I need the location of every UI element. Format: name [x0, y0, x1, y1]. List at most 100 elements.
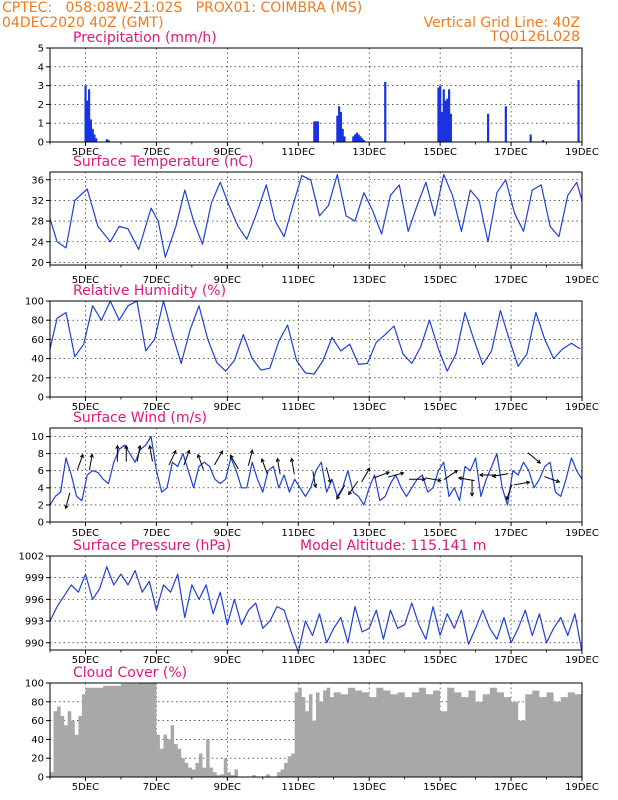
precip-bar	[339, 111, 343, 142]
series-line	[49, 300, 581, 375]
wind-arrow-head	[491, 473, 497, 478]
panel-frame	[49, 300, 583, 398]
y-tick-label: 100	[25, 297, 44, 308]
x-tick-label: 11DEC	[281, 528, 315, 539]
panel-subtitle: Model Altitude: 115.141 m	[300, 538, 486, 554]
wind-arrow-head	[186, 449, 191, 454]
wind-arrow-shaft	[229, 455, 239, 470]
precip-bar	[86, 100, 89, 142]
wind-arrow-head	[536, 459, 542, 464]
panel-title: Surface Wind (m/s)	[73, 410, 207, 426]
wind-arrow	[115, 444, 120, 462]
x-tick-label: 13DEC	[352, 782, 386, 793]
precip-bar	[336, 115, 339, 142]
precip-bar	[91, 128, 94, 142]
wind-arrow-head	[64, 504, 69, 510]
wind-arrow-shaft	[88, 454, 93, 471]
wind-arrow	[387, 471, 405, 478]
precip-bar	[315, 121, 318, 142]
x-tick-label: 7DEC	[143, 528, 170, 539]
precip-bar	[341, 128, 344, 142]
y-tick-label: 5	[38, 44, 44, 55]
wind-arrow-shaft	[425, 477, 442, 482]
wind-arrow-head	[469, 492, 475, 497]
precip-bar	[343, 136, 346, 142]
x-tick-label: 15DEC	[423, 782, 457, 793]
panel-6: Cloud Cover (%) 5DEC 7DEC 9DEC 11DEC 13DEC 15D…	[25, 665, 599, 793]
wind-arrow-head	[137, 444, 142, 450]
x-tick-label: 7DEC	[143, 275, 170, 286]
y-tick-label: 100	[25, 679, 44, 690]
panel-3: Relative Humidity (%) 5DEC 7DEC 9DEC 11DEC 13…	[25, 283, 599, 413]
wind-arrow-shaft	[325, 467, 331, 483]
precip-bar	[437, 87, 440, 142]
wind-arrow	[348, 480, 359, 496]
x-tick-label: 7DEC	[143, 782, 170, 793]
wind-arrow-shaft	[492, 473, 509, 477]
x-tick-label: 19DEC	[565, 655, 599, 666]
x-tick-label: 15DEC	[423, 655, 457, 666]
precip-bar	[316, 121, 319, 142]
precip-bar	[359, 136, 362, 142]
series-line	[49, 174, 583, 258]
wind-arrow-shaft	[136, 445, 141, 462]
precip-bar	[107, 140, 110, 142]
y-tick-label: 8	[38, 449, 44, 460]
wind-arrow-head	[348, 490, 353, 496]
precip-bar	[446, 98, 449, 142]
x-tick-label: 19DEC	[565, 402, 599, 413]
wind-arrow-head	[275, 457, 280, 463]
y-tick-label: 60	[31, 716, 44, 727]
wind-arrow-shaft	[76, 454, 84, 470]
y-tick-label: 80	[31, 316, 44, 327]
wind-arrow	[361, 467, 371, 483]
precip-bar	[577, 79, 580, 142]
wind-arrow	[289, 457, 295, 475]
header-grid-info: Vertical Grid Line: 40Z	[423, 15, 580, 31]
wind-arrow-head	[229, 454, 234, 459]
wind-arrow	[443, 469, 459, 480]
wind-arrow-head	[327, 479, 332, 484]
precip-bar	[487, 113, 490, 142]
wind-arrow-shaft	[361, 467, 371, 483]
x-tick-label: 7DEC	[143, 655, 170, 666]
wind-arrow-shaft	[348, 480, 359, 495]
wind-arrow-shaft	[291, 458, 295, 475]
panel-frame	[49, 682, 583, 778]
precip-bar	[444, 100, 447, 142]
x-tick-label: 5DEC	[72, 655, 99, 666]
wind-arrow-head	[89, 453, 94, 458]
wind-arrow-head	[313, 483, 318, 489]
y-tick-label: 2	[38, 500, 44, 511]
precip-bar	[313, 121, 316, 142]
x-tick-label: 5DEC	[72, 782, 99, 793]
y-tick-label: 4	[38, 483, 44, 494]
precip-bar	[95, 138, 98, 142]
wind-arrow-head	[115, 444, 120, 449]
wind-arrow-head	[172, 449, 177, 455]
x-tick-label: 17DEC	[494, 275, 528, 286]
wind-arrow-head	[385, 471, 391, 476]
panel-1: Precipitation (mm/h) 5DEC 7DEC 9DEC 11DEC 13D…	[38, 30, 599, 158]
x-tick-label: 11DEC	[281, 402, 315, 413]
y-tick-label: 0	[38, 393, 44, 404]
y-tick-label: 36	[31, 175, 44, 186]
x-tick-label: 9DEC	[214, 528, 241, 539]
x-tick-label: 17DEC	[494, 655, 528, 666]
x-tick-label: 5DEC	[72, 402, 99, 413]
wind-arrow-head	[366, 467, 371, 472]
y-tick-label: 0	[38, 518, 44, 529]
x-tick-label: 19DEC	[565, 782, 599, 793]
wind-arrow	[336, 484, 346, 500]
wind-arrow-head	[478, 472, 484, 478]
x-tick-label: 15DEC	[423, 528, 457, 539]
header-run-date: 04DEC2020 40Z (GMT)	[2, 15, 164, 31]
wind-arrow-head	[289, 457, 295, 463]
wind-arrow	[425, 477, 442, 483]
precip-bar	[361, 138, 364, 142]
y-tick-label: 990	[25, 638, 44, 649]
wind-arrow-shaft	[65, 492, 71, 509]
precip-bar	[338, 106, 341, 142]
y-tick-label: 6	[38, 466, 44, 477]
wind-arrow-shaft	[544, 476, 560, 483]
